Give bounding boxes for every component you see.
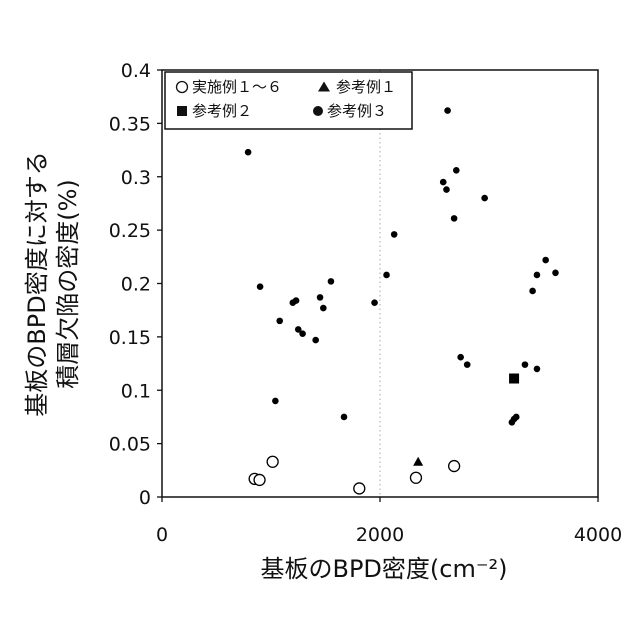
legend-label-series-4: 参考例３ xyxy=(327,102,387,120)
data-point-filled-circle xyxy=(451,215,458,222)
data-point-filled-circle xyxy=(552,270,559,277)
y-tick-label: 0.1 xyxy=(121,380,151,402)
y-tick-label: 0.05 xyxy=(109,434,151,456)
x-axis-title: 基板のBPD密度(cm⁻²) xyxy=(260,555,507,583)
data-point-filled-circle xyxy=(444,107,451,114)
data-point-open-circle xyxy=(254,474,265,485)
y-axis-title-line-1: 基板のBPD密度に対する xyxy=(23,151,51,416)
data-point-filled-circle xyxy=(481,195,488,202)
legend-label-series-2: 参考例１ xyxy=(336,78,396,96)
data-point-open-circle xyxy=(267,456,278,467)
y-tick-label: 0.35 xyxy=(109,113,151,135)
data-point-filled-circle xyxy=(341,414,348,421)
data-point-open-circle xyxy=(410,472,421,483)
data-point-filled-circle xyxy=(320,305,327,312)
y-axis-title-group-2: 積層欠陥の密度(%) xyxy=(54,179,82,389)
data-point-filled-circle xyxy=(257,283,264,290)
x-tick-label: 0 xyxy=(156,524,168,546)
data-point-filled-circle xyxy=(457,354,464,361)
data-point-filled-circle xyxy=(534,366,541,373)
data-point-filled-circle xyxy=(245,149,252,156)
data-point-filled-circle xyxy=(328,278,335,285)
data-point-filled-circle xyxy=(542,257,549,264)
legend-filled-circle-icon xyxy=(313,106,323,116)
data-point-filled-circle xyxy=(522,361,529,368)
data-point-filled-circle xyxy=(299,330,306,337)
data-point-filled-circle xyxy=(464,361,471,368)
data-point-filled-circle xyxy=(293,297,300,304)
legend-filled-square-icon xyxy=(177,106,187,116)
data-point-filled-circle xyxy=(383,272,390,279)
data-point-filled-circle xyxy=(513,414,520,421)
y-axis-title-line-2: 積層欠陥の密度(%) xyxy=(54,179,82,389)
x-tick-label: 4000 xyxy=(574,524,622,546)
y-tick-label: 0.2 xyxy=(121,274,151,296)
data-point-filled-circle xyxy=(529,288,536,295)
data-point-filled-circle xyxy=(453,167,460,174)
y-tick-label: 0.25 xyxy=(109,220,151,242)
data-point-filled-circle xyxy=(317,294,324,301)
y-tick-label: 0.3 xyxy=(121,167,151,189)
y-tick-label: 0.15 xyxy=(109,327,151,349)
data-point-filled-circle xyxy=(440,179,447,186)
data-point-filled-circle xyxy=(534,272,541,279)
x-tick-label: 2000 xyxy=(356,524,404,546)
data-point-filled-circle xyxy=(391,231,398,238)
data-point-open-circle xyxy=(354,483,365,494)
data-point-filled-circle xyxy=(276,318,283,325)
data-point-filled-circle xyxy=(443,186,450,193)
y-axis-title-group: 基板のBPD密度に対する xyxy=(23,151,51,416)
legend-label-series-3: 参考例２ xyxy=(192,102,252,120)
data-point-open-circle xyxy=(449,461,460,472)
y-tick-label: 0 xyxy=(139,487,151,509)
legend-label-series-1: 実施例１～６ xyxy=(192,78,282,96)
legend: 実施例１～６ 参考例１ 参考例２ 参考例３ xyxy=(165,72,412,129)
y-tick-label: 0.4 xyxy=(121,60,151,82)
legend-open-circle-icon xyxy=(177,82,188,93)
data-point-filled-circle xyxy=(371,299,378,306)
data-point-square xyxy=(509,374,519,384)
data-point-filled-circle xyxy=(272,398,279,405)
data-point-filled-circle xyxy=(312,337,319,344)
